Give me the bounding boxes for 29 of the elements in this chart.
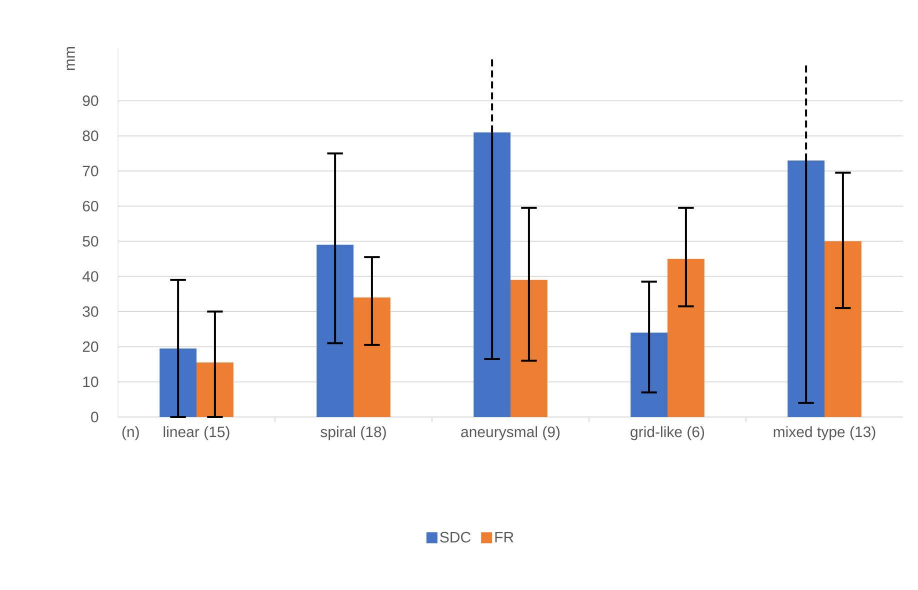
y-tick-label: 30 [82, 306, 98, 317]
x-tick-label: grid-like (6) [630, 426, 704, 440]
y-tick-label: 60 [82, 200, 98, 212]
legend-label: SDC [440, 532, 471, 542]
y-tick-label: 40 [82, 271, 98, 282]
y-tick-label: 70 [82, 166, 98, 176]
legend-label: FR [495, 532, 514, 542]
x-tick-label: aneurysmal (9) [461, 426, 560, 440]
bar [354, 298, 390, 417]
y-tick-label: 0 [91, 412, 98, 422]
y-tick-label: 50 [82, 236, 98, 247]
bar [824, 241, 862, 417]
bar [316, 244, 354, 417]
bar [630, 332, 668, 417]
y-axis-title: mm [66, 47, 75, 70]
bar [510, 280, 548, 417]
bar [160, 348, 197, 417]
bar [474, 132, 511, 417]
x-tick-label: mixed type (13) [774, 426, 876, 440]
bar [196, 362, 234, 417]
bar [788, 160, 825, 417]
y-tick-label: 10 [83, 376, 98, 388]
text: (n) [122, 426, 139, 440]
x-tick-label: linear (15) [164, 426, 230, 440]
y-tick-label: 80 [82, 130, 98, 142]
y-tick-label: 20 [82, 341, 98, 352]
y-tick-label: 90 [82, 95, 98, 106]
x-tick-label: spiral (18) [320, 426, 386, 440]
bar [668, 258, 704, 417]
